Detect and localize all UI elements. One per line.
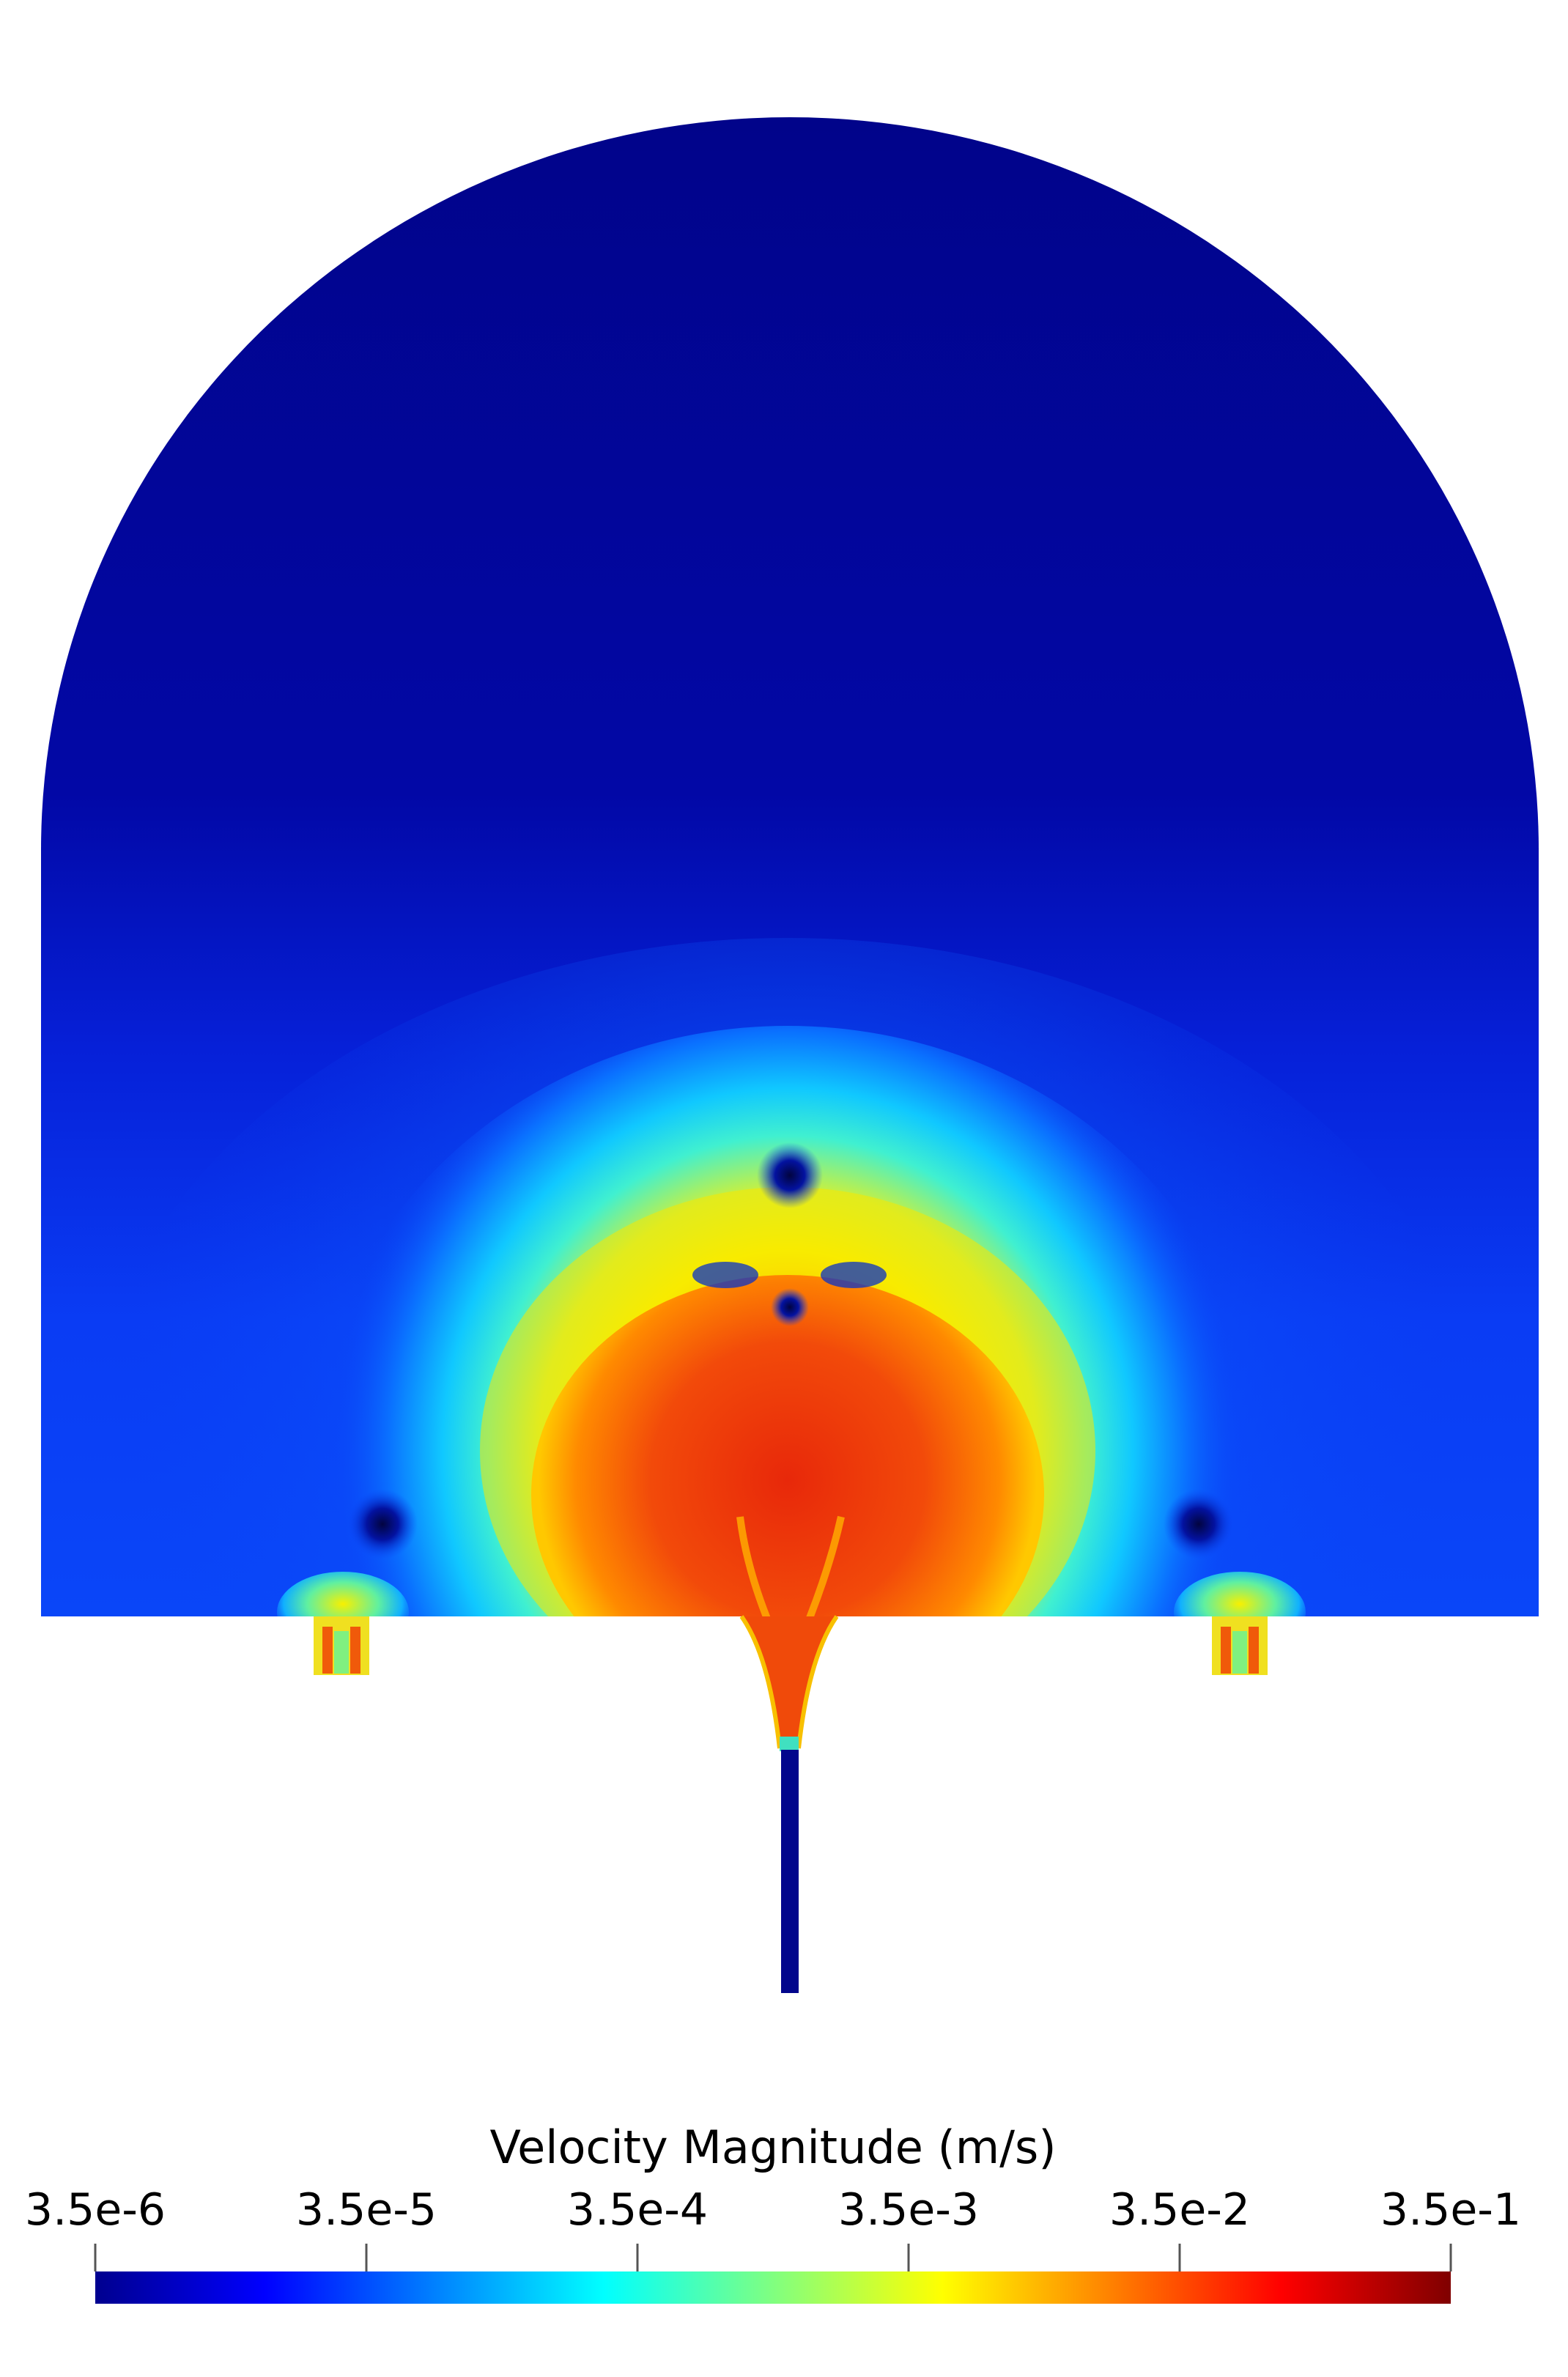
core-streak-left: [736, 1516, 780, 1616]
colorbar-tick-label: 3.5e-3: [838, 2184, 979, 2236]
inlet-funnel: [742, 1616, 837, 1748]
colorbar-tick-label: 3.5e-4: [567, 2184, 708, 2236]
vortex-left: [347, 1489, 418, 1559]
vortex-mid: [771, 1288, 809, 1326]
outlet-left: [314, 1616, 369, 1675]
colorbar-tick-labels: 3.5e-6 3.5e-5 3.5e-4 3.5e-3 3.5e-2 3.5e-1: [25, 2184, 1521, 2236]
colorbar-tick-label: 3.5e-6: [25, 2184, 166, 2236]
colorbar-tick-label: 3.5e-5: [296, 2184, 437, 2236]
inlet-funnel-tip: [780, 1737, 799, 1751]
inlet-pipe: [781, 1750, 799, 1993]
colorbar-legend: Velocity Magnitude (m/s) 3.5e-6 3.5e-5 3.5…: [25, 2121, 1521, 2304]
outlet-glow-right: [1174, 1572, 1306, 1616]
vortex-right: [1164, 1489, 1234, 1559]
colorbar-tick-marks: [94, 2244, 1452, 2271]
core-streak-right: [796, 1515, 845, 1616]
flow-domain: [41, 117, 1539, 1993]
vortex-top: [757, 1142, 823, 1208]
colorbar-tick-label: 3.5e-1: [1380, 2184, 1521, 2236]
plume-core: [531, 1275, 1044, 1616]
colorbar-tick-label: 3.5e-2: [1109, 2184, 1250, 2236]
colorbar: [95, 2271, 1451, 2304]
inlet-funnel-edge: [739, 1615, 839, 1749]
vortex-right-arc: [821, 1262, 887, 1288]
outlet-glow-left: [277, 1572, 409, 1616]
outlet-right: [1212, 1616, 1268, 1675]
legend-title: Velocity Magnitude (m/s): [489, 2121, 1056, 2174]
vortex-left-arc: [692, 1262, 758, 1288]
